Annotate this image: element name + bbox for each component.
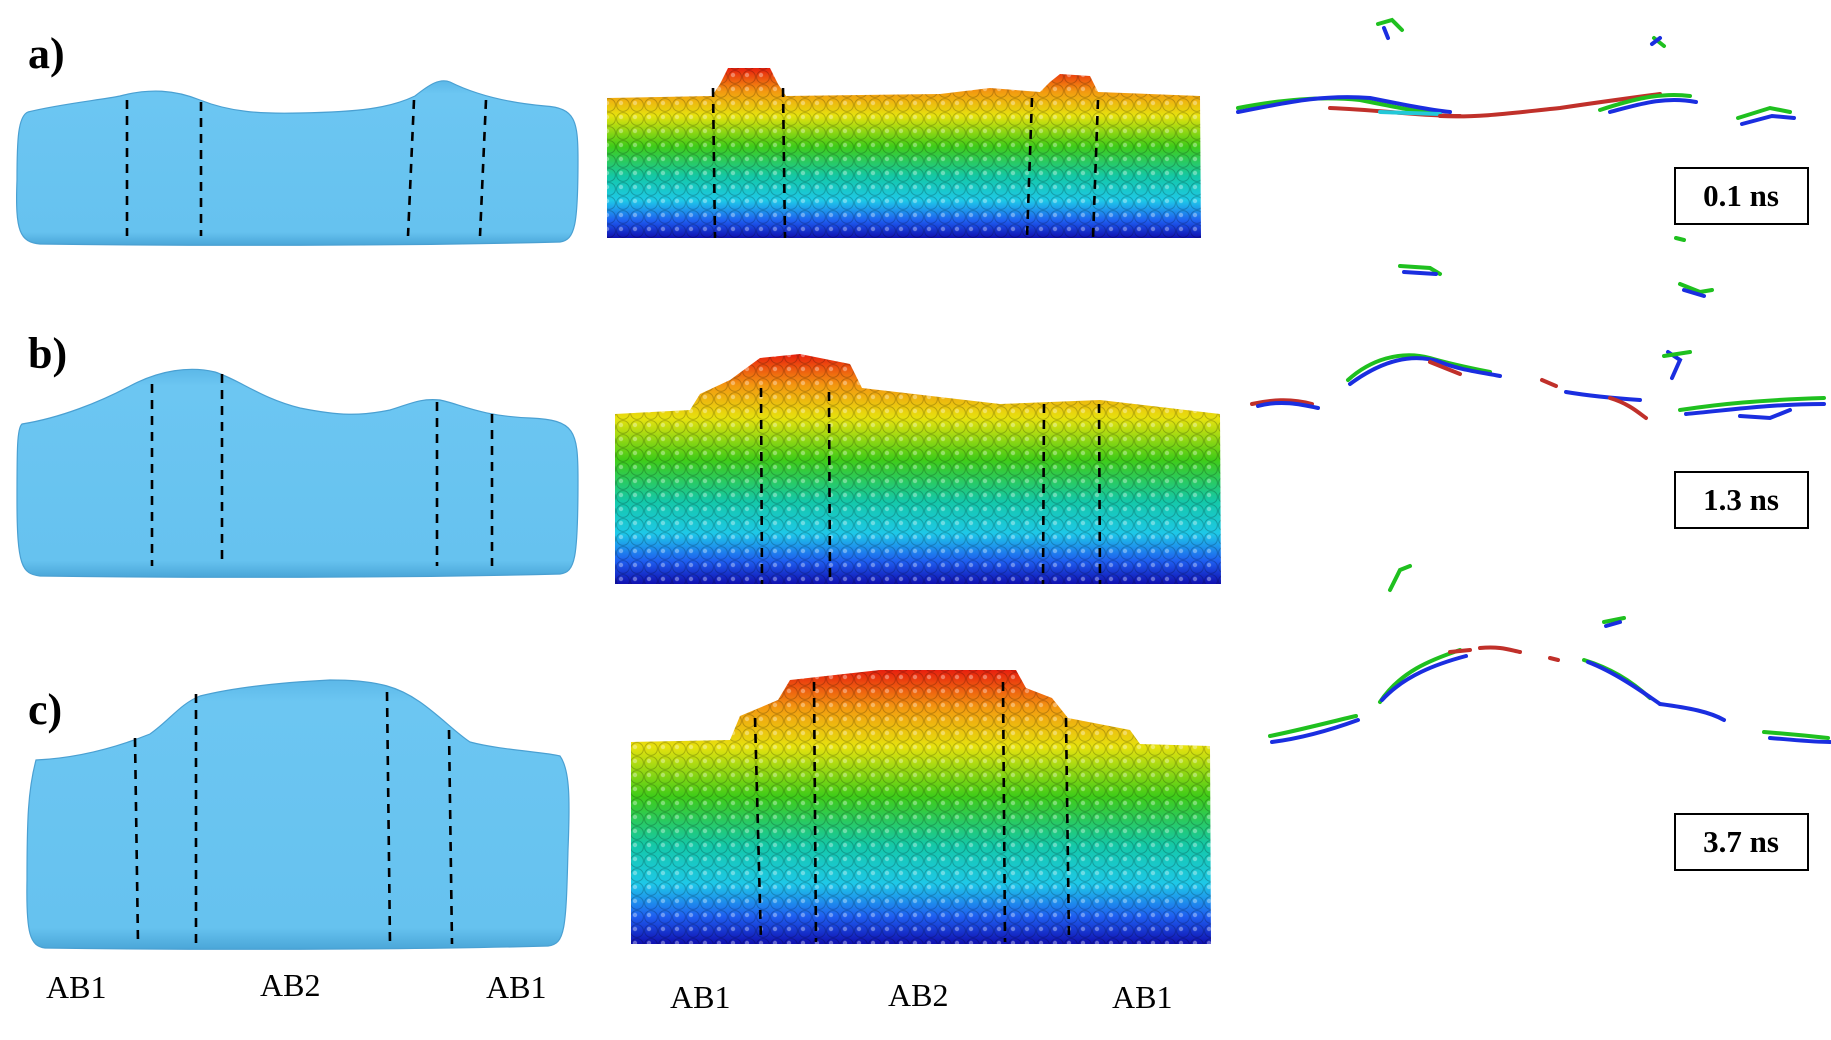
surface-shape-b [16,368,579,578]
dislocation-lines-a [1236,17,1796,126]
region-labels-surface: AB1 AB2 AB1 [46,967,546,1005]
region-label-ab2: AB2 [260,967,320,1003]
dislocation-lines-b [1250,236,1826,421]
time-label-a: 0.1 ns [1703,178,1779,213]
surface-shape-a [16,80,579,246]
row-a: a) [16,17,1809,246]
atom-slab-b [615,354,1221,585]
row-b: b) [16,236,1826,585]
panel-label-b: b) [28,329,67,378]
region-label-atoms-ab1-right: AB1 [1112,979,1172,1015]
dislocation-lines-c [1268,564,1831,744]
atom-slab-a [607,68,1201,239]
region-label-atoms-ab1-left: AB1 [670,979,730,1015]
time-label-b: 1.3 ns [1703,482,1779,517]
panel-label-a: a) [28,29,65,78]
region-labels-atoms: AB1 AB2 AB1 [670,977,1172,1015]
atom-slab-c [631,670,1211,944]
surface-shape-c [26,679,570,950]
panel-label-c: c) [28,685,62,734]
time-label-c: 3.7 ns [1703,824,1779,859]
region-label-ab1-right: AB1 [486,969,546,1005]
region-label-ab1-left: AB1 [46,969,106,1005]
row-c: c) [26,564,1831,950]
region-label-atoms-ab2: AB2 [888,977,948,1013]
